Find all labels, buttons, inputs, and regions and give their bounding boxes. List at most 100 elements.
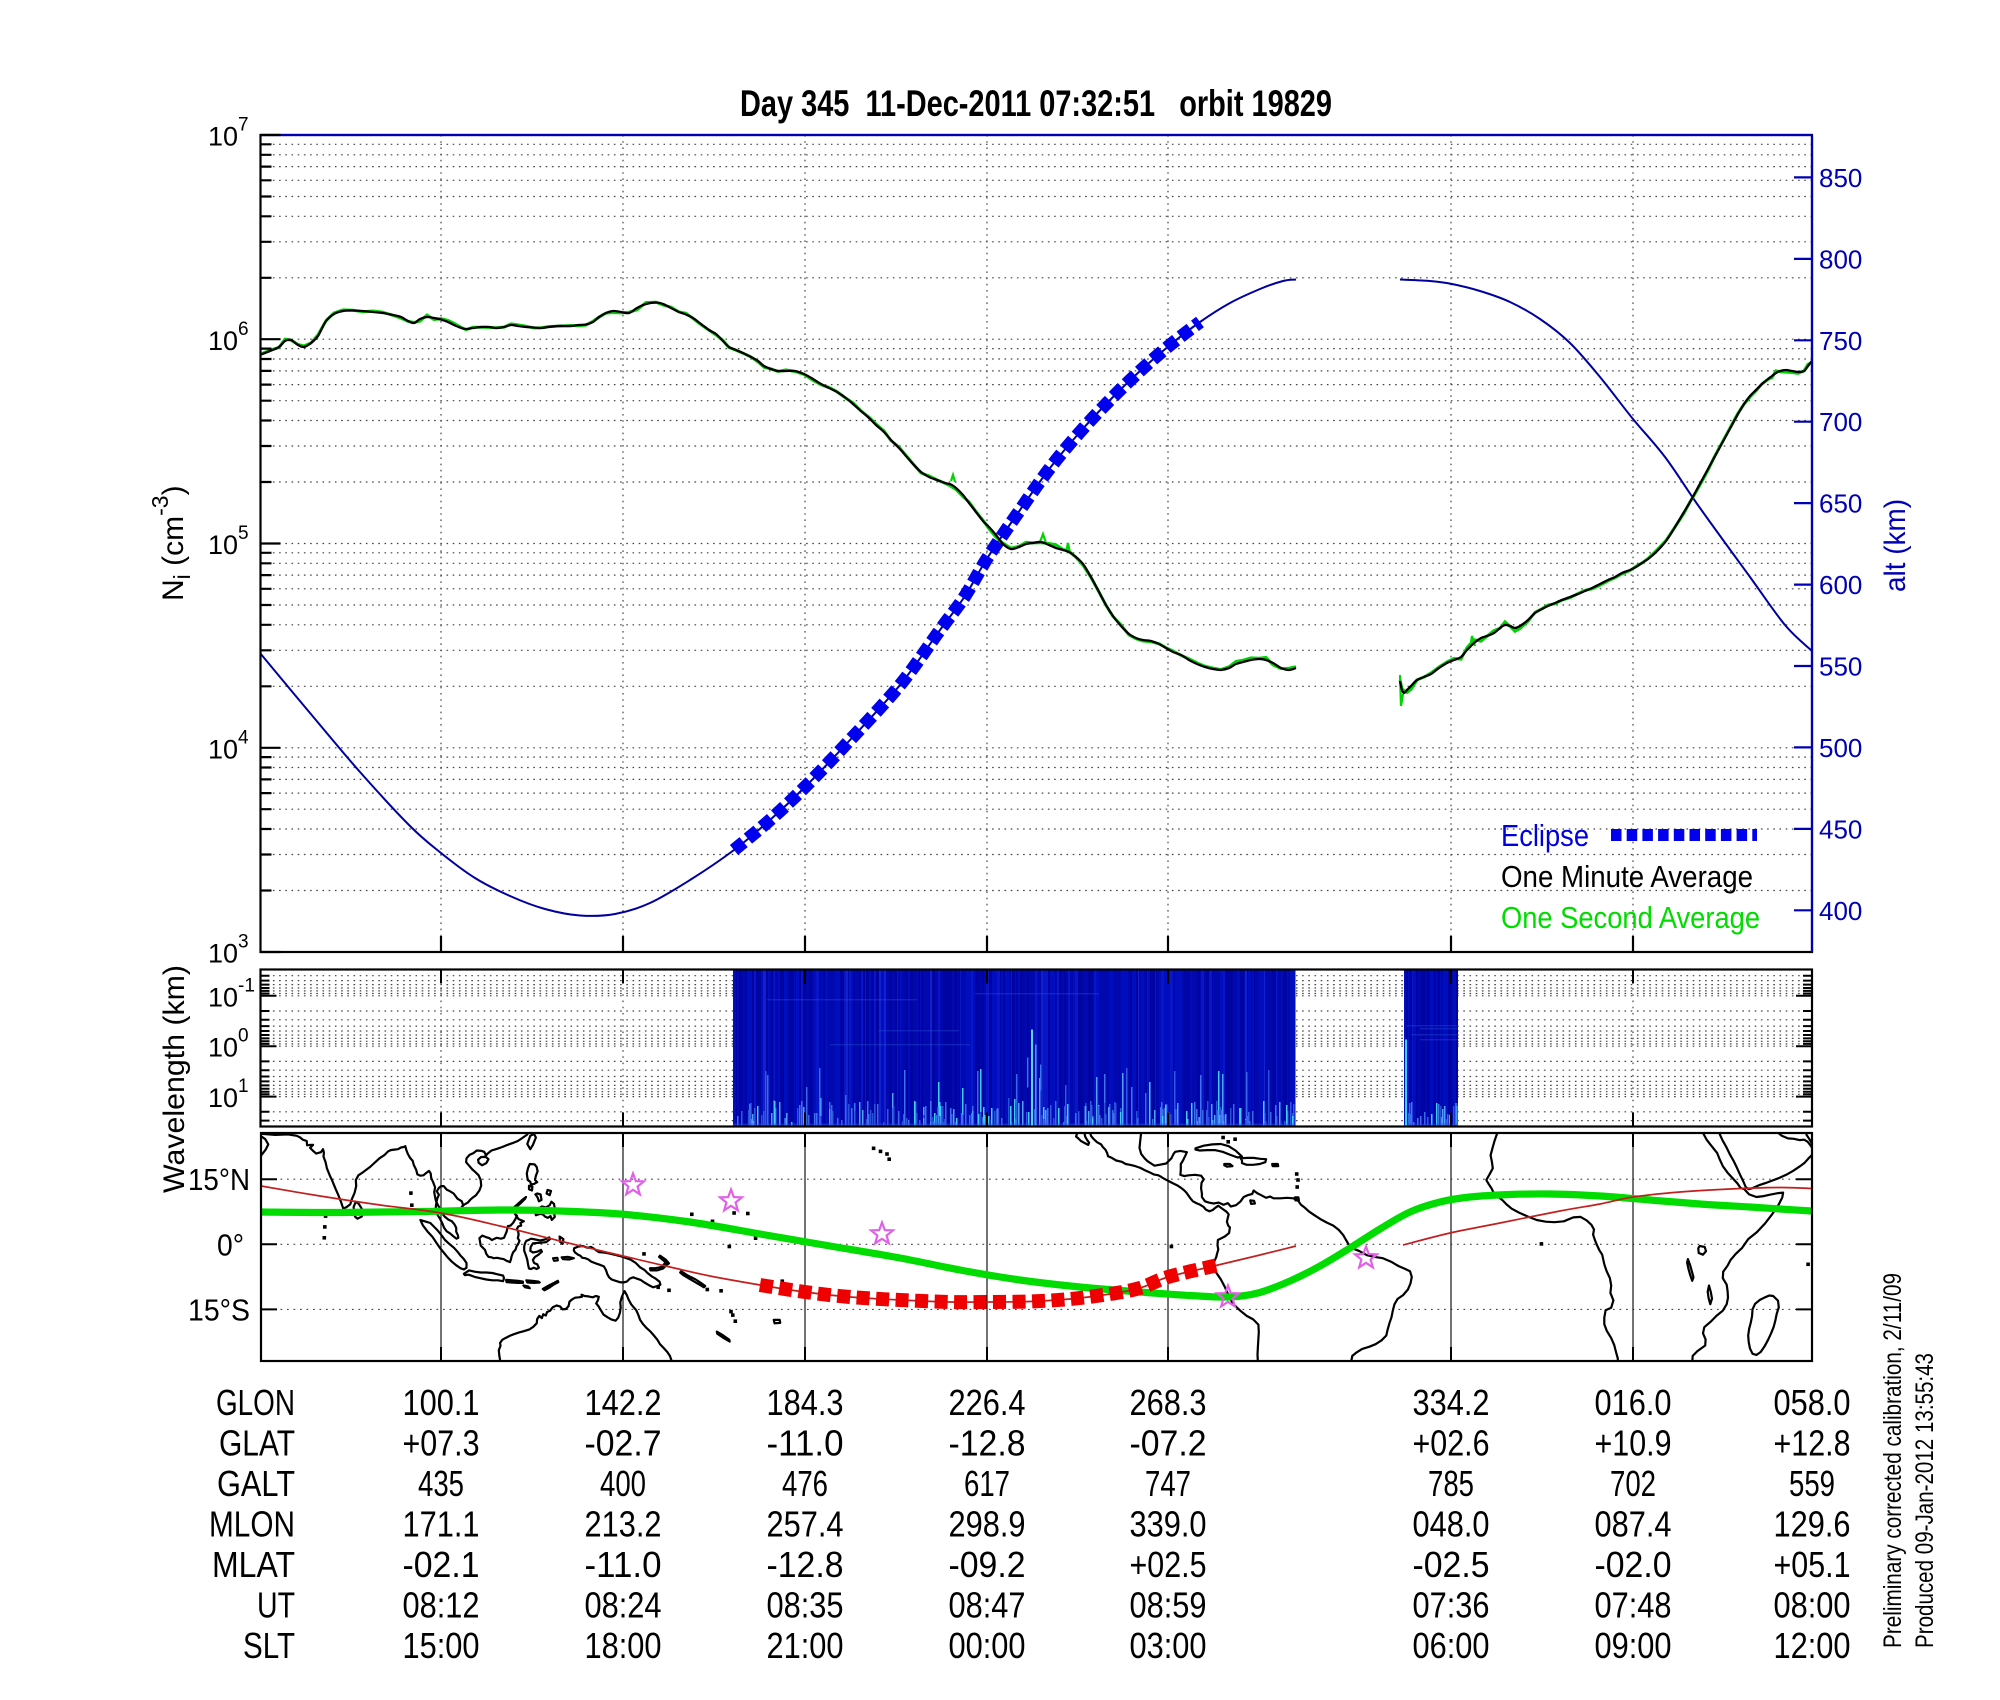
svg-text:-12.8: -12.8 (949, 1423, 1026, 1464)
svg-text:10: 10 (208, 1083, 238, 1113)
svg-text:100.1: 100.1 (403, 1382, 480, 1423)
svg-text:-02.0: -02.0 (1595, 1544, 1672, 1585)
svg-text:UT: UT (257, 1585, 295, 1626)
svg-text:Eclipse: Eclipse (1501, 818, 1589, 853)
svg-text:08:59: 08:59 (1130, 1585, 1207, 1626)
svg-text:-11.0: -11.0 (585, 1544, 662, 1585)
svg-text:213.2: 213.2 (585, 1504, 662, 1545)
svg-text:15°S: 15°S (188, 1292, 250, 1327)
svg-text:10: 10 (208, 530, 238, 560)
svg-text:6: 6 (238, 319, 249, 340)
svg-text:+05.1: +05.1 (1774, 1544, 1851, 1585)
svg-text:400: 400 (600, 1463, 646, 1504)
svg-text:+02.6: +02.6 (1413, 1423, 1490, 1464)
svg-text:747: 747 (1145, 1463, 1191, 1504)
svg-text:4: 4 (238, 727, 249, 748)
svg-text:10: 10 (208, 326, 238, 356)
svg-text:+10.9: +10.9 (1595, 1423, 1672, 1464)
svg-text:07:48: 07:48 (1595, 1585, 1672, 1626)
svg-text:400: 400 (1819, 896, 1862, 926)
svg-text:06:00: 06:00 (1413, 1625, 1490, 1666)
svg-text:08:00: 08:00 (1774, 1585, 1851, 1626)
svg-text:15°N: 15°N (188, 1162, 250, 1197)
svg-text:+12.8: +12.8 (1774, 1423, 1851, 1464)
svg-text:-07.2: -07.2 (1130, 1423, 1207, 1464)
svg-text:184.3: 184.3 (767, 1382, 844, 1423)
svg-text:08:24: 08:24 (585, 1585, 662, 1626)
svg-text:257.4: 257.4 (767, 1504, 844, 1545)
svg-text:03:00: 03:00 (1130, 1625, 1207, 1666)
svg-text:08:12: 08:12 (403, 1585, 480, 1626)
svg-text:GLON: GLON (216, 1382, 295, 1423)
svg-text:650: 650 (1819, 489, 1862, 519)
svg-text:785: 785 (1428, 1463, 1474, 1504)
svg-text:702: 702 (1610, 1463, 1656, 1504)
svg-text:450: 450 (1819, 814, 1862, 844)
svg-text:617: 617 (964, 1463, 1010, 1504)
svg-text:+07.3: +07.3 (403, 1423, 480, 1464)
svg-text:Day 345 11-Dec-2011 07:32:51: Day 345 11-Dec-2011 07:32:51 orbit 19829 (740, 83, 1332, 124)
svg-text:850: 850 (1819, 163, 1862, 193)
svg-text:-02.5: -02.5 (1413, 1544, 1490, 1585)
svg-text:5: 5 (238, 523, 249, 544)
svg-text:15:00: 15:00 (403, 1625, 480, 1666)
svg-text:Preliminary corrected calibrat: Preliminary corrected calibration, 2/11/… (1879, 1273, 1907, 1648)
svg-text:-02.7: -02.7 (585, 1423, 662, 1464)
svg-text:21:00: 21:00 (767, 1625, 844, 1666)
svg-text:268.3: 268.3 (1130, 1382, 1207, 1423)
svg-text:12:00: 12:00 (1774, 1625, 1851, 1666)
svg-text:550: 550 (1819, 652, 1862, 682)
svg-text:559: 559 (1789, 1463, 1835, 1504)
svg-text:08:35: 08:35 (767, 1585, 844, 1626)
svg-text:750: 750 (1819, 326, 1862, 356)
svg-text:0°: 0° (217, 1227, 244, 1262)
svg-text:SLT: SLT (243, 1625, 295, 1666)
svg-text:-1: -1 (238, 975, 255, 996)
svg-text:Produced 09-Jan-2012 13:55:43: Produced 09-Jan-2012 13:55:43 (1911, 1353, 1939, 1648)
svg-text:334.2: 334.2 (1413, 1382, 1490, 1423)
svg-text:1: 1 (238, 1076, 249, 1097)
svg-text:800: 800 (1819, 244, 1862, 274)
svg-text:18:00: 18:00 (585, 1625, 662, 1666)
svg-text:-12.8: -12.8 (767, 1544, 844, 1585)
svg-text:GALT: GALT (217, 1463, 295, 1504)
svg-text:One Minute Average: One Minute Average (1501, 859, 1753, 894)
svg-text:500: 500 (1819, 733, 1862, 763)
svg-text:MLAT: MLAT (212, 1544, 295, 1585)
svg-text:07:36: 07:36 (1413, 1585, 1490, 1626)
svg-text:10: 10 (208, 122, 238, 152)
svg-text:016.0: 016.0 (1595, 1382, 1672, 1423)
svg-text:339.0: 339.0 (1130, 1504, 1207, 1545)
svg-text:+02.5: +02.5 (1130, 1544, 1207, 1585)
svg-text:One Second Average: One Second Average (1501, 900, 1760, 935)
svg-text:087.4: 087.4 (1595, 1504, 1672, 1545)
svg-text:171.1: 171.1 (403, 1504, 480, 1545)
svg-text:-02.1: -02.1 (403, 1544, 480, 1585)
svg-text:226.4: 226.4 (949, 1382, 1026, 1423)
svg-text:00:00: 00:00 (949, 1625, 1026, 1666)
svg-text:0: 0 (238, 1026, 249, 1047)
svg-text:700: 700 (1819, 407, 1862, 437)
svg-text:600: 600 (1819, 570, 1862, 600)
svg-text:129.6: 129.6 (1774, 1504, 1851, 1545)
svg-text:10: 10 (208, 939, 238, 969)
svg-text:10: 10 (208, 982, 238, 1012)
svg-text:alt (km): alt (km) (1879, 499, 1912, 592)
svg-text:-11.0: -11.0 (767, 1423, 844, 1464)
svg-text:7: 7 (238, 115, 249, 136)
svg-text:048.0: 048.0 (1413, 1504, 1490, 1545)
svg-text:MLON: MLON (209, 1504, 295, 1545)
svg-text:476: 476 (782, 1463, 828, 1504)
svg-text:-09.2: -09.2 (949, 1544, 1026, 1585)
svg-text:298.9: 298.9 (949, 1504, 1026, 1545)
svg-text:3: 3 (238, 932, 249, 953)
svg-text:08:47: 08:47 (949, 1585, 1026, 1626)
svg-text:10: 10 (208, 734, 238, 764)
svg-text:142.2: 142.2 (585, 1382, 662, 1423)
svg-text:058.0: 058.0 (1774, 1382, 1851, 1423)
svg-text:435: 435 (418, 1463, 464, 1504)
svg-text:GLAT: GLAT (219, 1423, 295, 1464)
svg-text:10: 10 (208, 1033, 238, 1063)
svg-text:Wavelength (km): Wavelength (km) (158, 965, 191, 1193)
svg-text:09:00: 09:00 (1595, 1625, 1672, 1666)
